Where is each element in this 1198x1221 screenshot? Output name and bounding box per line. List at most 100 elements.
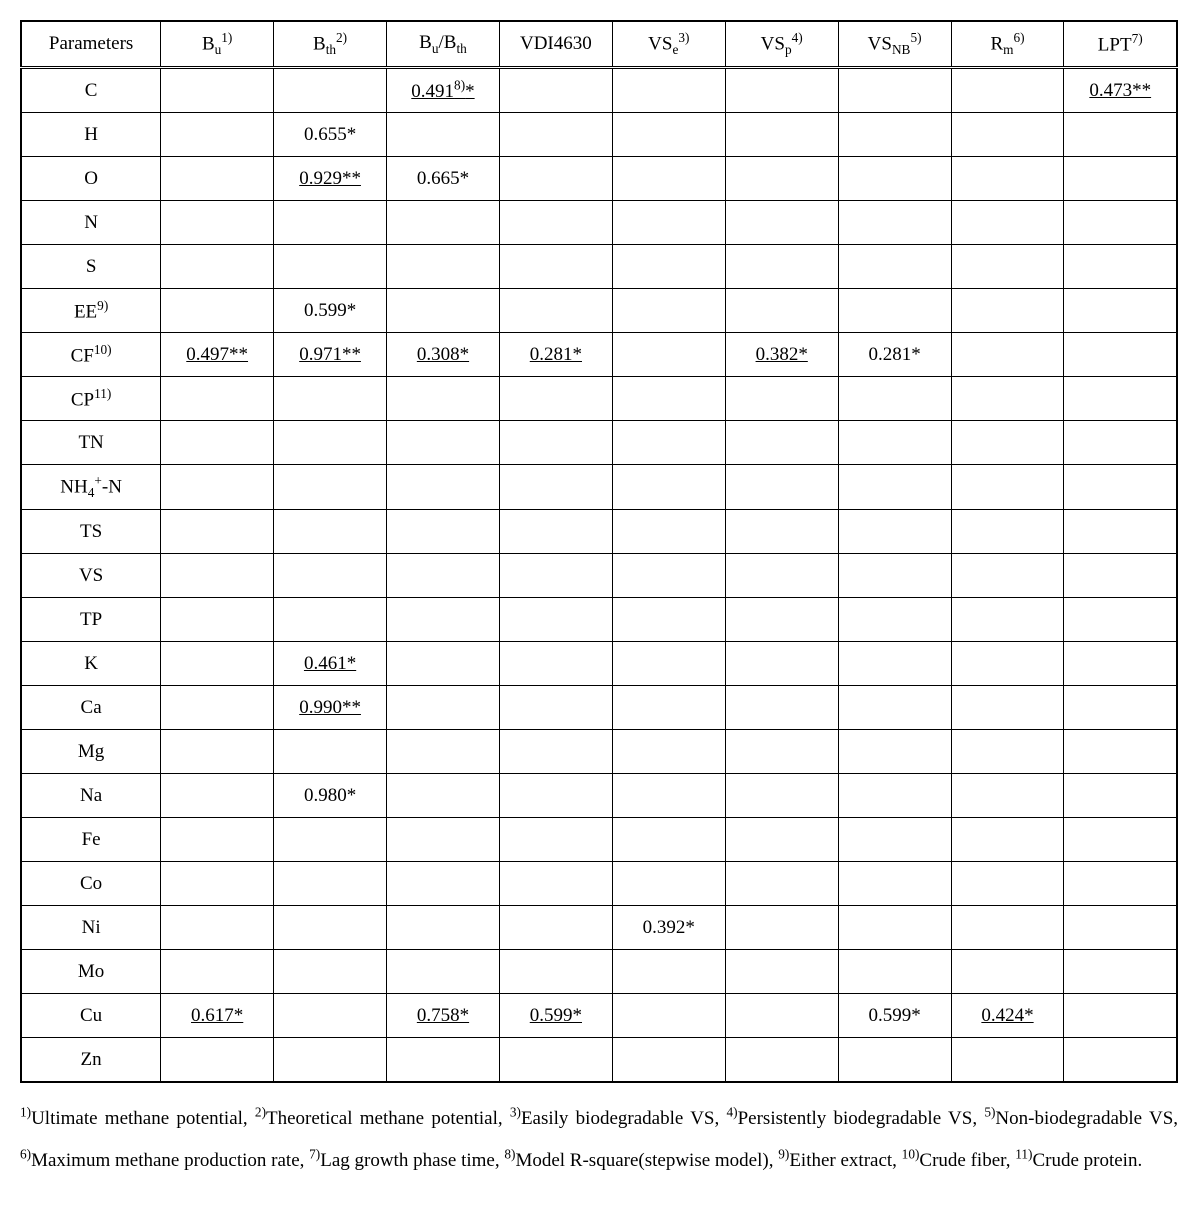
cell (499, 421, 612, 465)
row-label: VS (21, 554, 161, 598)
cell: 0.971** (274, 333, 387, 377)
cell (387, 465, 500, 510)
cell (725, 1038, 838, 1083)
cell (274, 730, 387, 774)
cell: 0.4918)* (387, 68, 500, 113)
table-row: Ca0.990** (21, 686, 1177, 730)
cell (725, 862, 838, 906)
cell (274, 510, 387, 554)
cell (838, 245, 951, 289)
cell (161, 862, 274, 906)
footnote-sep (1173, 1108, 1178, 1129)
table-row: CF10)0.497**0.971**0.308*0.281*0.382*0.2… (21, 333, 1177, 377)
cell (951, 862, 1064, 906)
cell: 0.929** (274, 157, 387, 201)
cell (1064, 201, 1177, 245)
cell (612, 510, 725, 554)
cell (725, 906, 838, 950)
table-row: Co (21, 862, 1177, 906)
table-row: S (21, 245, 1177, 289)
column-header: Bu/Bth (387, 21, 500, 68)
cell (161, 421, 274, 465)
cell (274, 421, 387, 465)
column-header: Rm6) (951, 21, 1064, 68)
table-row: Fe (21, 818, 1177, 862)
cell (161, 950, 274, 994)
cell (612, 113, 725, 157)
cell (161, 774, 274, 818)
cell (274, 68, 387, 113)
cell (161, 113, 274, 157)
footnote-sep (1137, 1150, 1142, 1171)
cell (838, 906, 951, 950)
cell (725, 421, 838, 465)
cell (161, 686, 274, 730)
row-label: N (21, 201, 161, 245)
cell (612, 554, 725, 598)
cell (161, 465, 274, 510)
cell: 0.599* (838, 994, 951, 1038)
cell (951, 730, 1064, 774)
cell: 0.599* (274, 289, 387, 333)
cell (387, 818, 500, 862)
cell (274, 554, 387, 598)
cell (1064, 157, 1177, 201)
cell (612, 818, 725, 862)
cell (387, 510, 500, 554)
table-row: O 0.929**0.665* (21, 157, 1177, 201)
cell (612, 950, 725, 994)
cell (161, 1038, 274, 1083)
cell: 0.665* (387, 157, 500, 201)
cell (951, 598, 1064, 642)
cell (612, 289, 725, 333)
cell (1064, 554, 1177, 598)
cell (725, 68, 838, 113)
footnote-sep (498, 1108, 510, 1129)
correlation-table: ParametersBu1)Bth2)Bu/BthVDI4630VSe3)VSp… (20, 20, 1178, 1083)
row-label: TS (21, 510, 161, 554)
row-label: Co (21, 862, 161, 906)
cell (274, 465, 387, 510)
cell (274, 245, 387, 289)
row-label: O (21, 157, 161, 201)
cell (838, 113, 951, 157)
row-label: K (21, 642, 161, 686)
cell (274, 994, 387, 1038)
cell (274, 598, 387, 642)
cell: 0.473** (1064, 68, 1177, 113)
row-label: TN (21, 421, 161, 465)
cell (951, 289, 1064, 333)
footnote: 6)Maximum methane production rate (20, 1150, 300, 1171)
row-label: NH4+-N (21, 465, 161, 510)
cell (1064, 994, 1177, 1038)
cell (161, 730, 274, 774)
footnote: 5)Non-biodegradable VS (984, 1108, 1173, 1129)
cell: 0.655* (274, 113, 387, 157)
cell (499, 598, 612, 642)
cell (499, 510, 612, 554)
cell (387, 289, 500, 333)
cell (161, 598, 274, 642)
cell (725, 950, 838, 994)
cell (387, 686, 500, 730)
cell: 0.758* (387, 994, 500, 1038)
cell: 0.990** (274, 686, 387, 730)
cell (612, 377, 725, 421)
cell (1064, 113, 1177, 157)
cell (951, 510, 1064, 554)
cell (161, 510, 274, 554)
cell (951, 377, 1064, 421)
cell (387, 421, 500, 465)
cell (838, 818, 951, 862)
row-label: C (21, 68, 161, 113)
table-row: Ni0.392* (21, 906, 1177, 950)
table-row: Mg (21, 730, 1177, 774)
cell (387, 201, 500, 245)
cell (612, 994, 725, 1038)
header-row: ParametersBu1)Bth2)Bu/BthVDI4630VSe3)VSp… (21, 21, 1177, 68)
cell (1064, 1038, 1177, 1083)
cell (612, 421, 725, 465)
cell (951, 421, 1064, 465)
cell (1064, 906, 1177, 950)
table-row: EE9)0.599* (21, 289, 1177, 333)
